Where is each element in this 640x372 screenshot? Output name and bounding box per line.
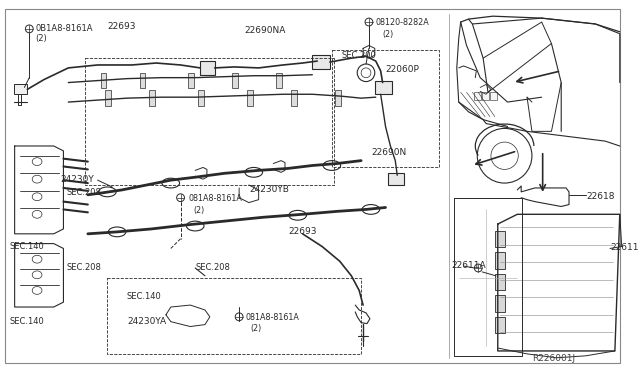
Bar <box>198 90 204 106</box>
Text: 22060P: 22060P <box>385 65 419 74</box>
Text: 22693: 22693 <box>108 22 136 31</box>
Text: 081A8-8161A: 081A8-8161A <box>188 194 243 203</box>
Text: SEC.140: SEC.140 <box>10 242 45 251</box>
Text: (2): (2) <box>251 324 262 333</box>
Bar <box>100 73 106 89</box>
Text: SEC.208: SEC.208 <box>195 263 230 272</box>
Text: 22611: 22611 <box>610 243 639 251</box>
Text: 22690N: 22690N <box>371 148 406 157</box>
Bar <box>149 90 155 106</box>
Bar <box>495 231 504 247</box>
Bar <box>490 92 497 100</box>
Bar <box>335 90 340 106</box>
Text: (2): (2) <box>193 205 205 215</box>
Text: SEC.140: SEC.140 <box>10 317 45 326</box>
Text: 22618: 22618 <box>587 192 615 201</box>
Text: 24230YB: 24230YB <box>249 185 289 194</box>
Bar <box>106 90 111 106</box>
Bar <box>495 295 504 312</box>
Bar <box>276 73 282 89</box>
Bar <box>232 73 238 89</box>
Bar <box>495 317 504 333</box>
Bar <box>482 92 489 100</box>
Text: 081A8-8161A: 081A8-8161A <box>246 313 300 322</box>
Bar <box>495 252 504 269</box>
Text: (2): (2) <box>383 30 394 39</box>
Bar <box>13 84 28 94</box>
Bar <box>312 55 330 69</box>
Text: 24230YA: 24230YA <box>127 317 166 326</box>
Bar <box>474 92 481 100</box>
Bar <box>291 90 297 106</box>
Text: SEC.208: SEC.208 <box>67 188 101 197</box>
Bar <box>200 61 215 75</box>
Text: R226001J: R226001J <box>532 354 575 363</box>
Text: 0B1A8-8161A: 0B1A8-8161A <box>35 24 93 33</box>
Text: 24230Y: 24230Y <box>61 175 94 184</box>
Bar <box>495 274 504 291</box>
Text: SEC.200: SEC.200 <box>342 51 376 60</box>
Text: SEC.208: SEC.208 <box>67 263 101 272</box>
Bar <box>247 90 253 106</box>
Bar <box>140 73 145 89</box>
Text: SEC.140: SEC.140 <box>127 292 162 301</box>
Text: 08120-8282A: 08120-8282A <box>376 18 429 27</box>
Bar <box>388 173 404 185</box>
Text: 22611A: 22611A <box>451 261 486 270</box>
Text: 22690NA: 22690NA <box>244 26 285 35</box>
Text: (2): (2) <box>35 34 47 43</box>
Bar <box>375 81 392 94</box>
Bar <box>188 73 194 89</box>
Text: 22693: 22693 <box>288 227 316 236</box>
